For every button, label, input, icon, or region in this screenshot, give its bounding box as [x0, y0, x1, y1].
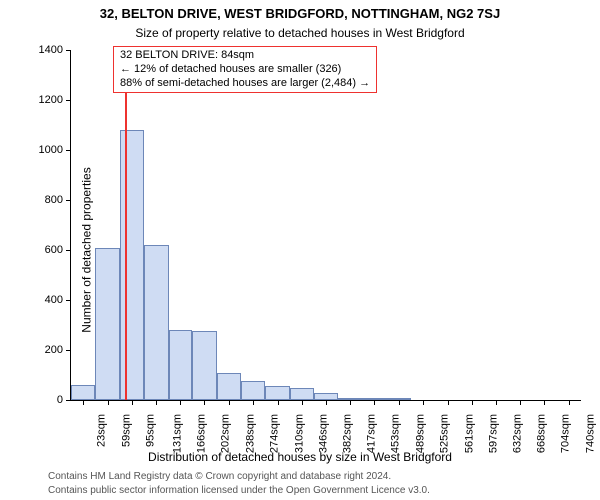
- x-tick-label: 274sqm: [269, 410, 281, 453]
- x-tick-label: 453sqm: [390, 410, 402, 453]
- x-tick-label: 740sqm: [584, 410, 596, 453]
- x-tick-label: 202sqm: [220, 410, 232, 453]
- y-tick-label: 600: [45, 244, 71, 256]
- y-tick-label: 200: [45, 344, 71, 356]
- x-tick: [302, 400, 303, 405]
- x-tick-label: 131sqm: [172, 410, 184, 453]
- histogram-bar: [314, 393, 338, 401]
- page: { "title": { "main": "32, BELTON DRIVE, …: [0, 0, 600, 500]
- y-tick-label: 0: [57, 394, 71, 406]
- histogram-bar: [241, 381, 265, 400]
- x-tick-label: 59sqm: [120, 410, 132, 447]
- histogram-plot: 020040060080010001200140023sqm59sqm95sqm…: [70, 50, 581, 401]
- x-tick: [204, 400, 205, 405]
- x-tick: [229, 400, 230, 405]
- x-tick-label: 238sqm: [244, 410, 256, 453]
- x-tick-label: 95sqm: [144, 410, 156, 447]
- x-tick: [156, 400, 157, 405]
- x-tick-label: 668sqm: [536, 410, 548, 453]
- histogram-bar: [95, 248, 119, 401]
- histogram-bar: [290, 388, 314, 401]
- x-tick: [180, 400, 181, 405]
- footer-line-2: Contains public sector information licen…: [48, 485, 430, 496]
- x-tick: [448, 400, 449, 405]
- y-tick-label: 400: [45, 294, 71, 306]
- x-tick-label: 704sqm: [560, 410, 572, 453]
- x-tick-label: 597sqm: [488, 410, 500, 453]
- y-tick-label: 1000: [39, 144, 71, 156]
- histogram-bar: [169, 330, 193, 400]
- x-tick: [569, 400, 570, 405]
- histogram-bar: [120, 130, 144, 400]
- histogram-bar: [144, 245, 168, 400]
- x-tick: [520, 400, 521, 405]
- x-tick-label: 310sqm: [293, 410, 305, 453]
- x-tick: [108, 400, 109, 405]
- histogram-bar: [265, 386, 289, 400]
- x-tick: [399, 400, 400, 405]
- x-tick: [326, 400, 327, 405]
- x-tick: [278, 400, 279, 405]
- y-tick-label: 1400: [39, 44, 71, 56]
- annotation-line-3: 88% of semi-detached houses are larger (…: [120, 77, 370, 91]
- x-tick-label: 166sqm: [196, 410, 208, 453]
- y-tick-label: 800: [45, 194, 71, 206]
- y-tick-label: 1200: [39, 94, 71, 106]
- x-tick-label: 346sqm: [318, 410, 330, 453]
- footer-line-1: Contains HM Land Registry data © Crown c…: [48, 471, 391, 482]
- page-title: 32, BELTON DRIVE, WEST BRIDGFORD, NOTTIN…: [0, 6, 600, 21]
- x-tick: [132, 400, 133, 405]
- histogram-bar: [71, 385, 95, 400]
- x-tick: [83, 400, 84, 405]
- annotation-line-1: 32 BELTON DRIVE: 84sqm: [120, 49, 370, 63]
- x-tick-label: 417sqm: [366, 410, 378, 453]
- x-tick: [350, 400, 351, 405]
- x-tick-label: 23sqm: [96, 410, 108, 447]
- x-tick-label: 561sqm: [463, 410, 475, 453]
- x-tick-label: 382sqm: [342, 410, 354, 453]
- page-subtitle: Size of property relative to detached ho…: [0, 26, 600, 40]
- annotation-box: 32 BELTON DRIVE: 84sqm ← 12% of detached…: [113, 46, 377, 93]
- x-tick: [544, 400, 545, 405]
- marker-line: [125, 50, 127, 400]
- x-tick: [423, 400, 424, 405]
- annotation-line-2: ← 12% of detached houses are smaller (32…: [120, 63, 370, 77]
- x-tick: [472, 400, 473, 405]
- x-tick-label: 525sqm: [439, 410, 451, 453]
- x-tick-label: 489sqm: [414, 410, 426, 453]
- histogram-bar: [217, 373, 241, 401]
- x-tick-label: 632sqm: [511, 410, 523, 453]
- x-tick: [496, 400, 497, 405]
- x-tick: [374, 400, 375, 405]
- histogram-bar: [192, 331, 216, 400]
- x-tick: [253, 400, 254, 405]
